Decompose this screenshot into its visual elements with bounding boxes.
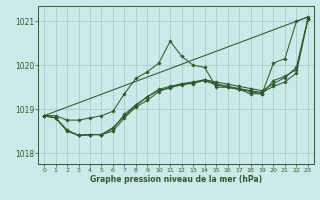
X-axis label: Graphe pression niveau de la mer (hPa): Graphe pression niveau de la mer (hPa) bbox=[90, 175, 262, 184]
